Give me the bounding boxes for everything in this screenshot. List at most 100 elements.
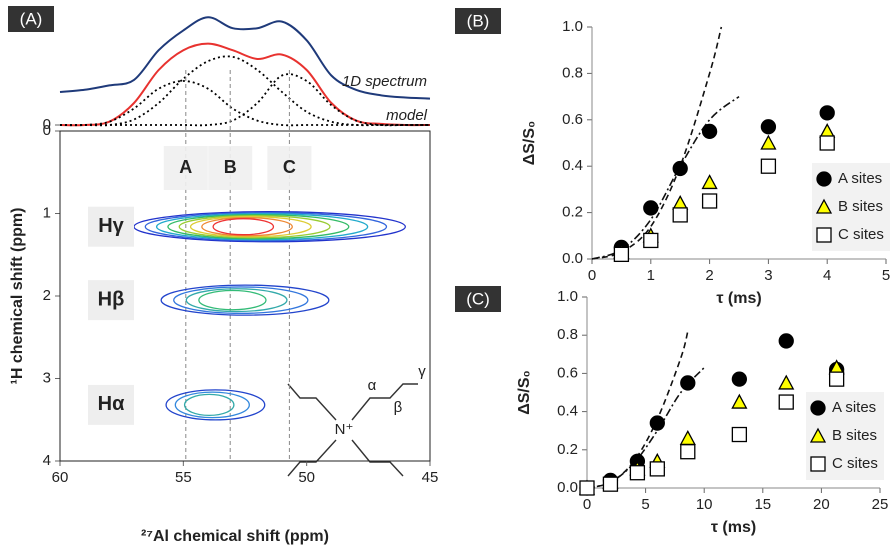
site-label: B	[224, 157, 237, 177]
contour-level	[212, 218, 275, 236]
marker	[679, 429, 696, 445]
x-tick-label: 5	[882, 267, 890, 284]
marker	[815, 198, 833, 214]
marker	[819, 105, 835, 121]
marker	[760, 158, 777, 174]
legend-label: B sites	[832, 427, 877, 444]
panel-label: (A)	[20, 9, 43, 28]
site-label-box	[163, 146, 208, 190]
marker	[672, 160, 688, 177]
marker	[760, 119, 777, 135]
y-tick-label: 0.8	[562, 64, 583, 81]
structure-label: β	[394, 399, 403, 416]
legend-label: C sites	[832, 455, 878, 472]
marker	[816, 171, 832, 187]
bond	[351, 439, 404, 477]
marker	[778, 374, 795, 390]
series-label: 1D spectrum	[342, 73, 427, 90]
y-tick-label: 4	[43, 452, 51, 469]
y-tick-label: 0	[43, 116, 51, 133]
peak-label: Hβ	[98, 288, 125, 310]
y-tick-label: 0.4	[557, 403, 578, 420]
peak-label: Hγ	[98, 215, 124, 237]
structure-label: α	[368, 377, 377, 394]
marker	[731, 371, 748, 387]
y-tick-label: 1	[43, 204, 51, 221]
contour-level	[183, 393, 235, 417]
series-label: model	[386, 107, 428, 124]
marker	[809, 427, 827, 443]
x-tick-label: 50	[298, 469, 315, 486]
x-axis-title: τ (ms)	[711, 519, 756, 536]
y-tick-label: 1.0	[557, 288, 578, 305]
x-tick-label: 10	[696, 496, 713, 513]
panel-label: (C)	[466, 289, 490, 308]
peak-contour	[160, 284, 330, 316]
spectrum-line	[59, 73, 430, 127]
site-label: C	[283, 157, 296, 177]
spectrum-line	[59, 55, 430, 127]
legend-label: C sites	[838, 226, 884, 243]
y-tick-label: 0.2	[562, 204, 583, 221]
fit-line	[591, 26, 723, 260]
x-tick-label: 20	[813, 496, 830, 513]
legend-label: A sites	[838, 170, 882, 187]
y-tick-label: 0.8	[557, 326, 578, 343]
y-axis-title: ΔS/S₀	[516, 370, 533, 415]
peak-contour	[165, 389, 266, 421]
marker	[579, 480, 595, 496]
bond	[287, 439, 337, 477]
site-label-box	[267, 146, 312, 190]
contour-level	[198, 289, 267, 311]
y-axis-title: ΔS/S₀	[521, 121, 538, 166]
y-tick-label: 0.4	[562, 157, 583, 174]
marker	[643, 200, 659, 216]
y-tick-label: 0.6	[562, 111, 583, 128]
marker	[816, 227, 832, 243]
marker	[629, 465, 646, 481]
spectrum-line	[59, 42, 431, 127]
legend-label: A sites	[832, 399, 876, 416]
marker	[701, 123, 718, 140]
marker	[778, 333, 794, 349]
peak-label-box	[88, 206, 134, 247]
structure-label: γ	[418, 363, 426, 380]
structure-label: N⁺	[335, 421, 354, 438]
x-tick-label: 25	[872, 496, 889, 513]
marker	[649, 415, 665, 431]
peak-label-box	[88, 384, 134, 425]
marker	[680, 444, 696, 460]
y-tick-label: 2	[43, 287, 51, 304]
x-tick-label: 5	[641, 496, 649, 513]
x-tick-label: 2	[705, 267, 713, 284]
plot-frame	[59, 130, 431, 462]
x-tick-label: 15	[754, 496, 771, 513]
x-axis-title: ²⁷Al chemical shift (ppm)	[141, 528, 329, 545]
peak-label-box	[88, 280, 134, 321]
contour-level	[189, 216, 312, 238]
molecule	[287, 383, 418, 477]
marker	[643, 232, 659, 249]
y-tick-label: 0.2	[557, 441, 578, 458]
contour-level	[155, 213, 369, 241]
contour-level	[178, 215, 331, 239]
contour-level	[167, 214, 350, 240]
x-tick-label: 4	[823, 267, 831, 284]
marker	[701, 174, 718, 190]
y-tick-label: 0.0	[557, 479, 578, 496]
marker	[760, 134, 777, 150]
marker	[731, 393, 748, 409]
x-tick-label: 3	[764, 267, 772, 284]
y-tick-label: 1.0	[562, 18, 583, 35]
marker	[810, 400, 826, 416]
bond	[351, 383, 418, 421]
marker	[819, 135, 835, 151]
y-axis-title: ¹H chemical shift (ppm)	[9, 208, 26, 385]
marker	[649, 461, 665, 477]
marker	[731, 426, 748, 443]
x-tick-label: 60	[52, 469, 69, 486]
y-tick-label: 0.0	[562, 250, 583, 267]
x-tick-label: 45	[422, 469, 439, 486]
marker	[810, 456, 826, 472]
